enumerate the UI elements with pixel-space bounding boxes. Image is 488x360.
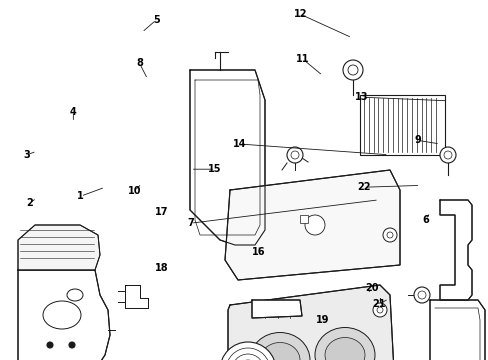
Text: 8: 8: [136, 58, 142, 68]
Text: 5: 5: [153, 15, 160, 25]
Ellipse shape: [325, 338, 364, 360]
Circle shape: [342, 60, 362, 80]
Text: 4: 4: [70, 107, 77, 117]
Text: 12: 12: [293, 9, 307, 19]
Text: 18: 18: [154, 263, 168, 273]
Text: 13: 13: [354, 92, 368, 102]
Circle shape: [286, 147, 303, 163]
Circle shape: [347, 65, 357, 75]
Text: 10: 10: [127, 186, 141, 196]
Ellipse shape: [43, 301, 81, 329]
Text: 2: 2: [26, 198, 33, 208]
Bar: [299, 215, 307, 223]
Polygon shape: [224, 170, 399, 280]
Circle shape: [417, 291, 425, 299]
Circle shape: [69, 342, 75, 348]
Circle shape: [372, 303, 386, 317]
Polygon shape: [18, 225, 100, 270]
Circle shape: [386, 232, 392, 238]
Polygon shape: [125, 285, 148, 308]
Text: 16: 16: [252, 247, 265, 257]
Text: 20: 20: [364, 283, 378, 293]
Text: 9: 9: [414, 135, 421, 145]
Text: 7: 7: [187, 218, 194, 228]
Text: 14: 14: [232, 139, 246, 149]
Text: 3: 3: [23, 150, 30, 160]
Polygon shape: [18, 270, 110, 360]
Polygon shape: [429, 300, 484, 360]
Text: 6: 6: [421, 215, 428, 225]
Text: 15: 15: [208, 164, 222, 174]
Polygon shape: [227, 285, 394, 360]
Circle shape: [220, 342, 275, 360]
Text: 11: 11: [296, 54, 309, 64]
Bar: [359, 95, 444, 155]
Ellipse shape: [260, 342, 299, 360]
Circle shape: [305, 215, 325, 235]
Text: 21: 21: [371, 299, 385, 309]
Circle shape: [47, 342, 53, 348]
Ellipse shape: [314, 328, 374, 360]
Circle shape: [439, 147, 455, 163]
Text: 22: 22: [357, 182, 370, 192]
Ellipse shape: [249, 333, 309, 360]
Circle shape: [290, 151, 298, 159]
Ellipse shape: [67, 289, 83, 301]
Circle shape: [376, 307, 382, 313]
Text: 1: 1: [77, 191, 84, 201]
Text: 17: 17: [154, 207, 168, 217]
Circle shape: [443, 151, 451, 159]
Circle shape: [413, 287, 429, 303]
Polygon shape: [439, 200, 471, 300]
Polygon shape: [251, 300, 302, 318]
Polygon shape: [190, 70, 264, 245]
Circle shape: [382, 228, 396, 242]
Text: 19: 19: [315, 315, 329, 325]
